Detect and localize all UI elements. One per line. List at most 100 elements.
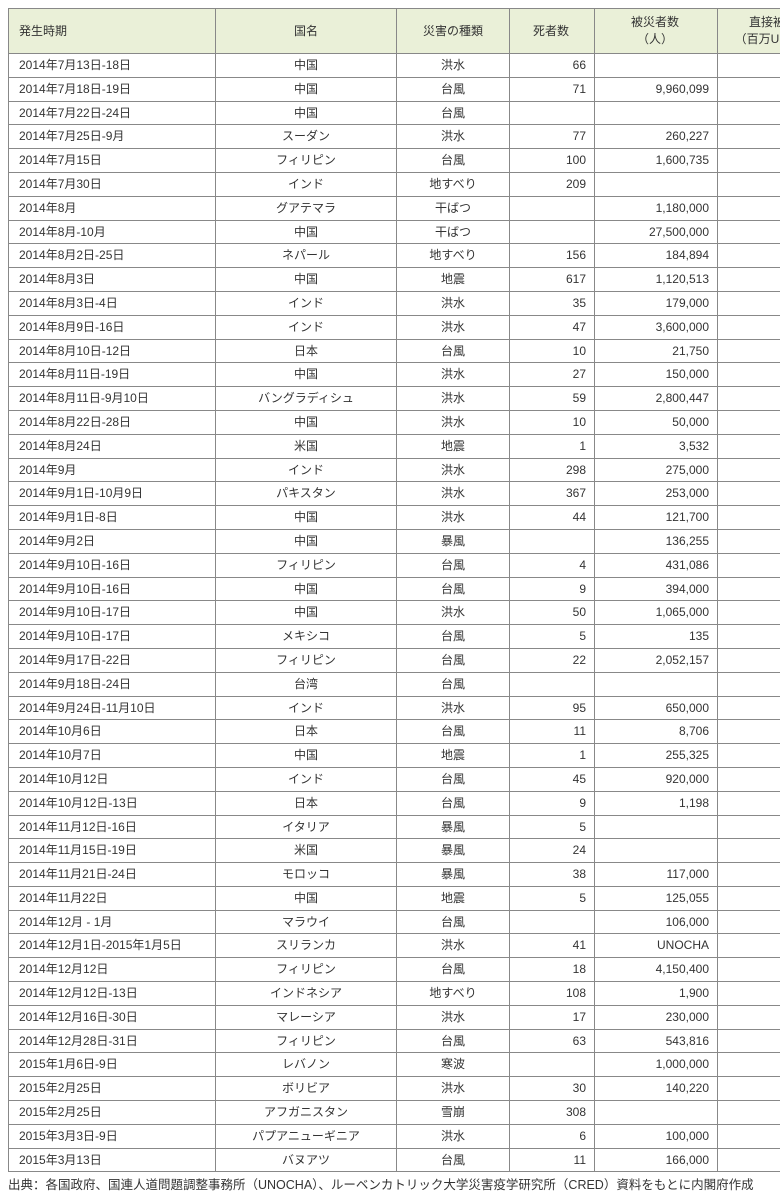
cell-deaths xyxy=(510,101,595,125)
cell-date: 2014年9月 xyxy=(9,458,216,482)
table-row: 2014年8月3日-4日インド洪水35179,000 xyxy=(9,291,780,315)
cell-country: フィリピン xyxy=(216,1029,397,1053)
table-row: 2014年9月1日-8日中国洪水44121,700570 xyxy=(9,506,780,530)
cell-date: 2014年11月12日-16日 xyxy=(9,815,216,839)
table-row: 2014年11月22日中国地震5125,055 xyxy=(9,886,780,910)
cell-affected: 135 xyxy=(595,625,718,649)
cell-deaths: 18 xyxy=(510,958,595,982)
cell-type: 地すべり xyxy=(397,172,510,196)
table-row: 2014年9月17日-22日フィリピン台風222,052,15776 xyxy=(9,648,780,672)
cell-affected: 100,000 xyxy=(595,1124,718,1148)
cell-date: 2014年8月24日 xyxy=(9,434,216,458)
cell-type: 台風 xyxy=(397,648,510,672)
cell-country: 中国 xyxy=(216,410,397,434)
table-row: 2014年8月22日-28日中国洪水1050,000700 xyxy=(9,410,780,434)
cell-country: バングラディシュ xyxy=(216,387,397,411)
cell-deaths: 47 xyxy=(510,315,595,339)
cell-country: インド xyxy=(216,696,397,720)
cell-damage xyxy=(718,315,780,339)
cell-country: 台湾 xyxy=(216,672,397,696)
table-row: 2014年9月24日-11月10日インド洪水95650,000163 xyxy=(9,696,780,720)
cell-date: 2014年8月 xyxy=(9,196,216,220)
cell-country: 中国 xyxy=(216,54,397,78)
cell-affected: 543,816 xyxy=(595,1029,718,1053)
table-row: 2014年12月 - 1月マラウイ台風106,000 xyxy=(9,910,780,934)
cell-damage: 2,900 xyxy=(718,577,780,601)
cell-country: 中国 xyxy=(216,601,397,625)
cell-affected: 275,000 xyxy=(595,458,718,482)
cell-date: 2014年11月15日-19日 xyxy=(9,839,216,863)
cell-country: パプアニューギニア xyxy=(216,1124,397,1148)
cell-type: 洪水 xyxy=(397,696,510,720)
cell-deaths: 41 xyxy=(510,934,595,958)
cell-damage xyxy=(718,1077,780,1101)
cell-deaths xyxy=(510,672,595,696)
cell-date: 2015年3月13日 xyxy=(9,1148,216,1172)
table-row: 2014年7月22日-24日中国台風550 xyxy=(9,101,780,125)
cell-damage: 19 xyxy=(718,553,780,577)
cell-type: 台風 xyxy=(397,1029,510,1053)
cell-country: 米国 xyxy=(216,434,397,458)
table-row: 2014年9月10日-16日フィリピン台風4431,08619 xyxy=(9,553,780,577)
cell-country: 中国 xyxy=(216,529,397,553)
cell-damage: 58 xyxy=(718,196,780,220)
col-header-country: 国名 xyxy=(216,9,397,54)
table-row: 2014年7月13日-18日中国洪水661,250 xyxy=(9,54,780,78)
table-row: 2014年8月10日-12日日本台風1021,750100 xyxy=(9,339,780,363)
cell-type: 洪水 xyxy=(397,125,510,149)
cell-date: 2014年9月10日-16日 xyxy=(9,577,216,601)
cell-country: バヌアツ xyxy=(216,1148,397,1172)
cell-date: 2014年7月13日-18日 xyxy=(9,54,216,78)
cell-type: 暴風 xyxy=(397,529,510,553)
cell-date: 2014年7月25日-9月 xyxy=(9,125,216,149)
source-citation: 出典：各国政府、国連人道問題調整事務所（UNOCHA）、ルーベンカトリック大学災… xyxy=(46,1176,780,1195)
cell-type: 寒波 xyxy=(397,1053,510,1077)
cell-damage xyxy=(718,958,780,982)
cell-affected: 150,000 xyxy=(595,363,718,387)
table-row: 2014年12月12日フィリピン台風184,150,400 xyxy=(9,958,780,982)
cell-deaths: 44 xyxy=(510,506,595,530)
cell-date: 2014年12月 - 1月 xyxy=(9,910,216,934)
cell-deaths xyxy=(510,196,595,220)
cell-affected: 21,750 xyxy=(595,339,718,363)
col-header-affected: 被災者数（人） xyxy=(595,9,718,54)
cell-affected: 3,600,000 xyxy=(595,315,718,339)
cell-affected: 136,255 xyxy=(595,529,718,553)
cell-damage xyxy=(718,1053,780,1077)
cell-date: 2014年9月10日-17日 xyxy=(9,625,216,649)
cell-deaths: 209 xyxy=(510,172,595,196)
cell-type: 干ばつ xyxy=(397,220,510,244)
cell-damage: 150 xyxy=(718,387,780,411)
cell-type: 暴風 xyxy=(397,839,510,863)
cell-affected: 184,894 xyxy=(595,244,718,268)
cell-deaths: 35 xyxy=(510,291,595,315)
cell-date: 2014年8月2日-25日 xyxy=(9,244,216,268)
cell-date: 2014年7月22日-24日 xyxy=(9,101,216,125)
cell-date: 2014年9月1日-8日 xyxy=(9,506,216,530)
cell-country: 中国 xyxy=(216,506,397,530)
cell-date: 2014年9月17日-22日 xyxy=(9,648,216,672)
cell-affected xyxy=(595,172,718,196)
cell-affected: 4,150,400 xyxy=(595,958,718,982)
cell-date: 2014年8月22日-28日 xyxy=(9,410,216,434)
cell-date: 2014年8月11日-9月10日 xyxy=(9,387,216,411)
cell-damage: 7,000 xyxy=(718,767,780,791)
cell-affected xyxy=(595,839,718,863)
cell-affected xyxy=(595,54,718,78)
cell-damage: 16,000 xyxy=(718,458,780,482)
cell-damage xyxy=(718,910,780,934)
table-row: 2014年12月1日-2015年1月5日スリランカ洪水41UNOCHA xyxy=(9,934,780,958)
cell-damage: 284 xyxy=(718,1005,780,1029)
cell-country: インド xyxy=(216,291,397,315)
cell-country: アフガニスタン xyxy=(216,1101,397,1125)
cell-type: 干ばつ xyxy=(397,196,510,220)
cell-type: 洪水 xyxy=(397,1077,510,1101)
cell-deaths: 298 xyxy=(510,458,595,482)
cell-date: 2014年10月12日-13日 xyxy=(9,791,216,815)
col-header-date: 発生時期 xyxy=(9,9,216,54)
cell-country: マラウイ xyxy=(216,910,397,934)
cell-deaths: 11 xyxy=(510,1148,595,1172)
cell-deaths: 5 xyxy=(510,815,595,839)
cell-date: 2014年9月24日-11月10日 xyxy=(9,696,216,720)
cell-country: フィリピン xyxy=(216,149,397,173)
